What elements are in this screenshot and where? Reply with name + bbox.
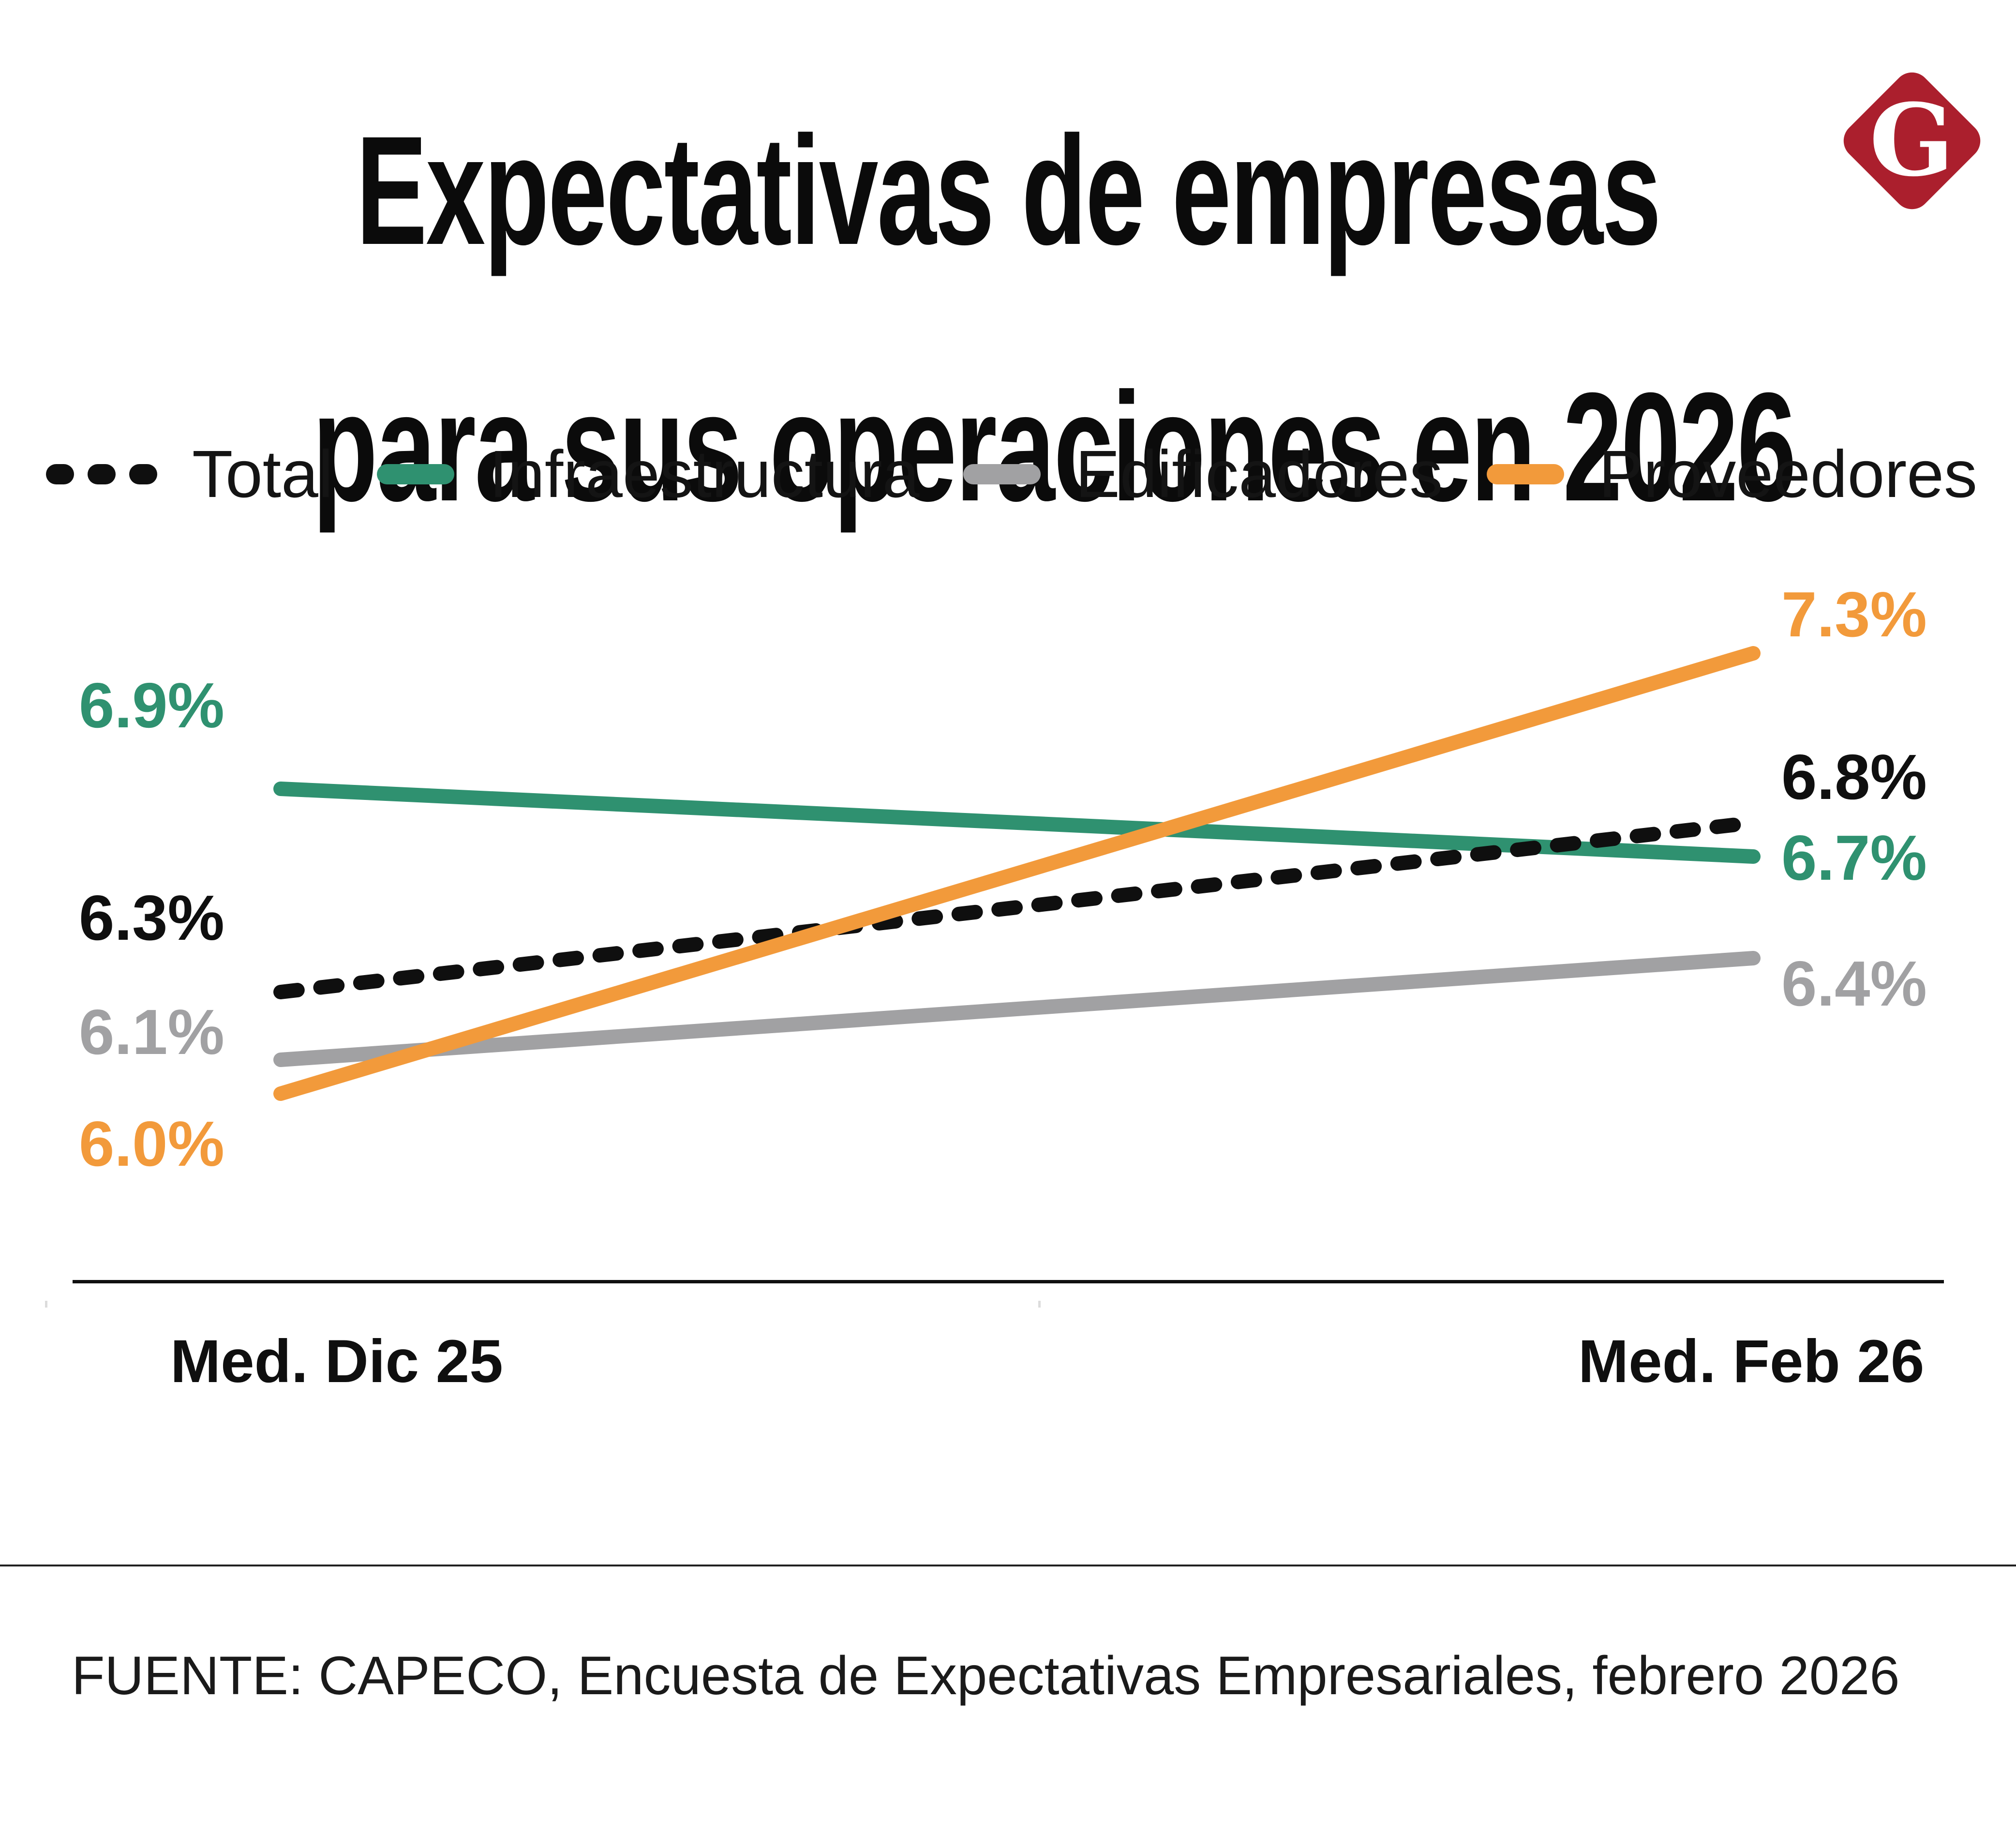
chart-line-edificadores (273, 951, 1761, 1067)
chart-legend: Total Infraestructura Edificadores Prove… (0, 435, 2016, 514)
value-label-edificadores-end: 6.4% (1781, 948, 1927, 1019)
line-swatch-icon (963, 464, 1041, 484)
legend-label-total: Total (192, 437, 333, 512)
legend-label-proveedores: Proveedores (1598, 437, 1977, 512)
axis-tick (1038, 1301, 1041, 1308)
legend-label-edificadores: Edificadores (1075, 437, 1443, 512)
title-line-2: para sus operaciones en 2026 (312, 360, 1796, 533)
value-label-edificadores-start: 6.1% (79, 996, 224, 1068)
value-label-total-start: 6.3% (79, 882, 224, 953)
dashed-line-marker-icon (46, 464, 157, 484)
value-label-total-end: 6.8% (1781, 741, 1927, 813)
title-line-1: Expectativas de empresas (356, 104, 1661, 277)
chart-line-total (273, 815, 1761, 999)
axis-tick (45, 1301, 47, 1308)
x-axis-label-dic-25: Med. Dic 25 (170, 1328, 503, 1395)
line-swatch-icon (1486, 464, 1564, 484)
source-note: FUENTE: CAPECO, Encuesta de Expectativas… (72, 1645, 1900, 1706)
legend-label-infraestructura: Infraestructura (489, 437, 920, 512)
x-axis-label-feb-26: Med. Feb 26 (1578, 1328, 1925, 1395)
chart-line-infraestructura (273, 782, 1761, 864)
footer-divider (0, 1565, 2016, 1566)
chart-line-proveedores (273, 646, 1761, 1101)
page-title: Expectativas de empresas para sus operac… (312, 62, 1796, 575)
value-label-proveedores-start: 6.0% (79, 1108, 224, 1179)
legend-item-edificadores: Edificadores (963, 441, 1443, 508)
x-axis-line (73, 1280, 1944, 1283)
legend-item-proveedores: Proveedores (1486, 437, 1977, 512)
line-swatch-icon (376, 464, 454, 484)
legend-item-infraestructura: Infraestructura (376, 437, 920, 512)
legend-item-total: Total (46, 441, 333, 508)
value-label-proveedores-end: 7.3% (1781, 579, 1927, 650)
value-label-infraestructura-end: 6.7% (1781, 822, 1927, 893)
value-label-infraestructura-start: 6.9% (79, 670, 224, 741)
